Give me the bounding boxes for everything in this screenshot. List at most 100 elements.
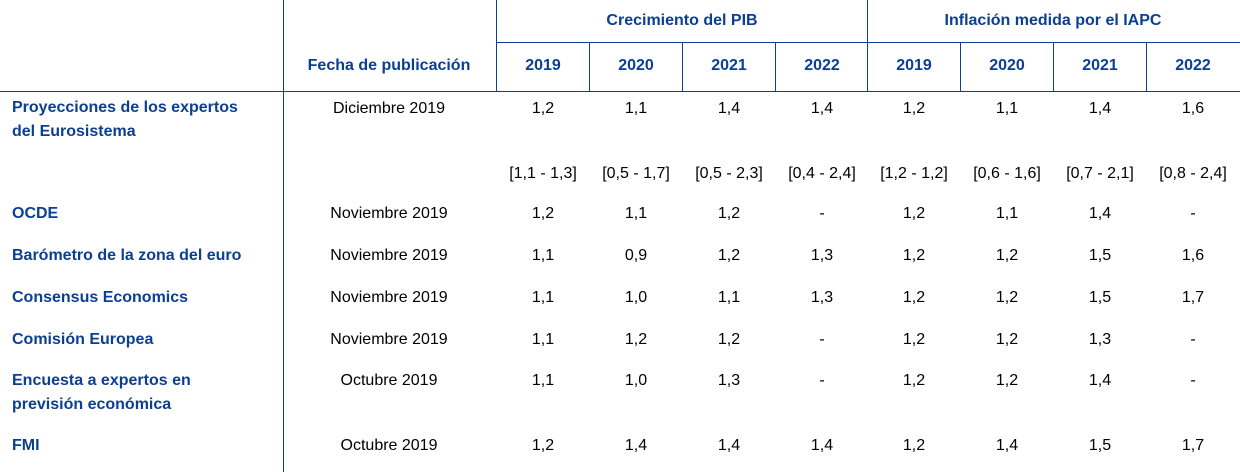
inflation-value: 1,4: [995, 437, 1019, 454]
gdp-value: -: [819, 372, 825, 389]
inflation-value: 1,4: [1088, 372, 1112, 389]
inflation-value: 1,2: [902, 205, 926, 222]
gdp-value: 1,0: [624, 289, 648, 306]
gdp-value: 1,2: [717, 247, 741, 264]
publication-date: Noviembre 2019: [330, 331, 448, 348]
header-year: 2020: [989, 57, 1025, 74]
row-label-line: Encuesta a expertos en: [12, 372, 191, 389]
gdp-value: 1,4: [717, 100, 741, 117]
gdp-value: 1,4: [717, 437, 741, 454]
row-label: Encuesta a expertos en previsión económi…: [12, 369, 191, 417]
gdp-range: [0,5 - 1,7]: [602, 165, 670, 182]
gdp-value: 1,2: [717, 205, 741, 222]
gdp-value: 1,3: [810, 247, 834, 264]
gdp-value: 1,2: [531, 100, 555, 117]
header-publication-date: Fecha de publicación: [307, 57, 471, 74]
gdp-value: 1,1: [717, 289, 741, 306]
row-label-line: Proyecciones de los expertos: [12, 99, 238, 116]
inflation-value: 1,3: [1088, 331, 1112, 348]
gdp-value: 1,1: [531, 331, 555, 348]
gdp-range: [0,4 - 2,4]: [788, 165, 856, 182]
gdp-value: 1,2: [531, 205, 555, 222]
gdp-value: 1,1: [624, 100, 648, 117]
inflation-value: 1,5: [1088, 289, 1112, 306]
inflation-value: 1,2: [995, 289, 1019, 306]
row-label: Comisión Europea: [12, 331, 154, 348]
inflation-value: 1,2: [995, 331, 1019, 348]
gdp-value: 1,3: [717, 372, 741, 389]
inflation-value: 1,2: [902, 289, 926, 306]
header-hicp-inflation: Inflación medida por el IAPC: [944, 12, 1162, 29]
gdp-value: 1,1: [531, 247, 555, 264]
inflation-value: 1,5: [1088, 437, 1112, 454]
divider-label-column: [283, 0, 284, 472]
gdp-value: 1,2: [531, 437, 555, 454]
divider-year: [589, 43, 590, 92]
publication-date: Diciembre 2019: [332, 100, 446, 117]
inflation-value: 1,4: [1088, 100, 1112, 117]
inflation-value: 1,4: [1088, 205, 1112, 222]
gdp-range: [1,1 - 1,3]: [509, 165, 577, 182]
inflation-value: 1,2: [995, 247, 1019, 264]
inflation-value: -: [1190, 331, 1196, 348]
inflation-range: [0,7 - 2,1]: [1066, 165, 1134, 182]
row-label-line: previsión económica: [12, 396, 172, 413]
gdp-value: 1,2: [717, 331, 741, 348]
inflation-range: [1,2 - 1,2]: [880, 165, 948, 182]
header-year: 2021: [711, 57, 747, 74]
gdp-value: 1,4: [810, 100, 834, 117]
gdp-value: 1,4: [810, 437, 834, 454]
gdp-value: 0,9: [624, 247, 648, 264]
row-label: OCDE: [12, 205, 59, 222]
gdp-value: -: [819, 205, 825, 222]
inflation-value: 1,2: [995, 372, 1019, 389]
inflation-value: 1,2: [902, 437, 926, 454]
inflation-value: 1,2: [902, 331, 926, 348]
row-label: Barómetro de la zona del euro: [12, 247, 242, 264]
header-year: 2019: [525, 57, 561, 74]
divider-date-column: [496, 0, 497, 92]
inflation-range: [0,8 - 2,4]: [1159, 165, 1227, 182]
row-label: Consensus Economics: [12, 289, 189, 306]
gdp-value: 1,1: [624, 205, 648, 222]
divider-year: [682, 43, 683, 92]
row-label: FMI: [12, 437, 40, 454]
gdp-value: -: [819, 331, 825, 348]
inflation-value: 1,2: [902, 100, 926, 117]
gdp-value: 1,3: [810, 289, 834, 306]
gdp-value: 1,2: [624, 331, 648, 348]
header-year: 2020: [618, 57, 654, 74]
inflation-value: 1,6: [1181, 100, 1205, 117]
inflation-value: 1,5: [1088, 247, 1112, 264]
inflation-value: -: [1190, 205, 1196, 222]
row-label-line: del Eurosistema: [12, 123, 136, 140]
inflation-value: 1,2: [902, 247, 926, 264]
gdp-range: [0,5 - 2,3]: [695, 165, 763, 182]
gdp-value: 1,4: [624, 437, 648, 454]
divider-year: [1053, 43, 1054, 92]
inflation-value: 1,7: [1181, 289, 1205, 306]
inflation-value: 1,2: [902, 372, 926, 389]
gdp-value: 1,0: [624, 372, 648, 389]
publication-date: Octubre 2019: [340, 437, 438, 454]
divider-group: [867, 0, 868, 92]
publication-date: Noviembre 2019: [330, 247, 448, 264]
inflation-value: 1,7: [1181, 437, 1205, 454]
divider-year: [1146, 43, 1147, 92]
header-underline-groups: [497, 42, 1240, 43]
header-year: 2022: [804, 57, 840, 74]
row-label: Proyecciones de los expertos del Eurosis…: [12, 96, 238, 144]
header-year: 2021: [1082, 57, 1118, 74]
inflation-value: 1,1: [995, 205, 1019, 222]
header-gdp-growth: Crecimiento del PIB: [606, 12, 758, 29]
divider-year: [775, 43, 776, 92]
gdp-value: 1,1: [531, 289, 555, 306]
publication-date: Noviembre 2019: [330, 289, 448, 306]
divider-year: [960, 43, 961, 92]
publication-date: Noviembre 2019: [330, 205, 448, 222]
inflation-value: -: [1190, 372, 1196, 389]
inflation-range: [0,6 - 1,6]: [973, 165, 1041, 182]
header-year: 2022: [1175, 57, 1211, 74]
publication-date: Octubre 2019: [340, 372, 438, 389]
header-bottom-border: [0, 91, 1240, 92]
